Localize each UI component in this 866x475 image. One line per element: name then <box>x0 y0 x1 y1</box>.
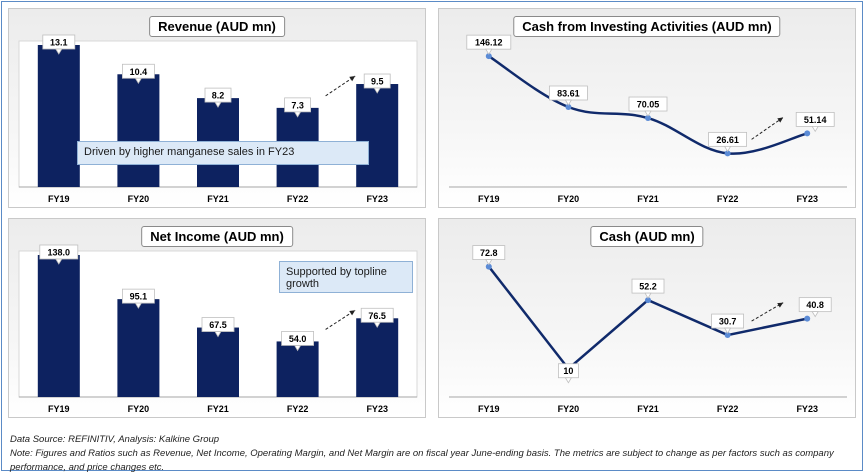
bar-fy23 <box>356 84 399 187</box>
data-label-text: 13.1 <box>50 38 68 48</box>
data-label-text: 10.4 <box>130 67 148 77</box>
x-tick-label: FY22 <box>717 404 739 414</box>
data-label-text: 83.61 <box>557 88 580 98</box>
data-point-fy19 <box>485 263 492 270</box>
x-tick-label: FY23 <box>796 194 818 204</box>
x-tick-label: FY22 <box>717 194 739 204</box>
bar-fy20 <box>117 74 160 187</box>
data-label-text: 51.14 <box>804 115 827 125</box>
data-label-text: 67.5 <box>209 320 227 330</box>
x-tick-label: FY19 <box>478 194 500 204</box>
x-tick-label: FY23 <box>796 404 818 414</box>
data-point-fy23 <box>804 315 811 322</box>
bar-fy21 <box>197 327 239 397</box>
bar-fy23 <box>356 318 399 397</box>
data-label: 9.5 <box>363 73 391 94</box>
footer: Data Source: REFINITIV, Analysis: Kalkin… <box>10 433 860 475</box>
x-tick-label: FY21 <box>637 404 659 414</box>
data-label: 26.61 <box>708 131 748 153</box>
data-point-fy19 <box>485 53 492 60</box>
x-tick-label: FY20 <box>558 194 580 204</box>
x-tick-label: FY20 <box>128 194 150 204</box>
trend-arrow-icon <box>751 116 784 140</box>
cash-chart-title: Cash (AUD mn) <box>590 226 704 247</box>
cash-chart-panel: FY19 FY20 FY21 FY22 FY23 72.8 10 52.2 30.7 40.8 C… <box>438 218 856 418</box>
x-tick-label: FY20 <box>128 404 150 414</box>
revenue-callout: Driven by higher manganese sales in FY23 <box>77 141 369 165</box>
data-label-text: 52.2 <box>639 282 657 292</box>
x-tick-label: FY22 <box>287 194 309 204</box>
trend-arrow-icon <box>325 309 356 330</box>
x-tick-label: FY21 <box>207 404 229 414</box>
data-label: 70.05 <box>628 96 668 117</box>
data-label-text: 26.61 <box>716 135 739 145</box>
data-point-fy20 <box>565 103 572 110</box>
bar-fy19 <box>37 45 80 187</box>
net-income-chart-title: Net Income (AUD mn) <box>141 226 293 247</box>
x-tick-label: FY19 <box>48 194 70 204</box>
data-label: 30.7 <box>711 313 745 334</box>
trend-arrow-icon <box>751 302 784 322</box>
net-income-callout: Supported by topline growth <box>279 261 413 293</box>
revenue-chart: FY19 FY20 FY21 FY22 FY23 13.1 10.4 8.2 7.3 9.5 <box>18 34 418 204</box>
data-label-text: 95.1 <box>130 292 148 302</box>
data-point-fy22 <box>724 332 731 339</box>
data-label-text: 9.5 <box>371 77 384 87</box>
data-label: 138.0 <box>39 244 79 265</box>
bar-fy20 <box>117 299 160 397</box>
x-tick-label: FY21 <box>207 194 229 204</box>
data-label: 51.14 <box>795 112 835 133</box>
data-label: 83.61 <box>549 85 588 106</box>
data-source-note: Data Source: REFINITIV, Analysis: Kalkin… <box>10 434 220 445</box>
data-label-text: 8.2 <box>212 91 225 101</box>
data-label-text: 138.0 <box>48 248 71 258</box>
data-label: 8.2 <box>204 87 232 108</box>
net-income-chart: FY19 FY20 FY21 FY22 FY23 138.0 95.1 67.5 54.0 76.… <box>18 244 418 414</box>
x-tick-label: FY23 <box>366 404 388 414</box>
data-label: 7.3 <box>284 97 312 118</box>
data-label-text: 72.8 <box>480 248 498 258</box>
revenue-chart-panel: FY19 FY20 FY21 FY22 FY23 13.1 10.4 8.2 7.3 9.5 Re… <box>8 8 426 208</box>
data-label-text: 70.05 <box>637 100 660 110</box>
data-label-text: 76.5 <box>368 311 386 321</box>
cash-investing-chart: FY19 FY20 FY21 FY22 FY23 146.12 83.61 70.05 26.6… <box>449 34 847 204</box>
cash-investing-chart-title: Cash from Investing Activities (AUD mn) <box>513 16 781 37</box>
data-label: 95.1 <box>122 288 155 309</box>
cash-investing-chart-panel: FY19 FY20 FY21 FY22 FY23 146.12 83.61 70.05 26.6… <box>438 8 856 208</box>
data-label-text: 40.8 <box>806 300 824 310</box>
x-tick-label: FY23 <box>366 194 388 204</box>
x-tick-label: FY22 <box>287 404 309 414</box>
data-label: 52.2 <box>631 278 665 299</box>
data-label: 10.4 <box>122 63 155 85</box>
data-label: 10 <box>558 363 579 384</box>
x-tick-label: FY19 <box>478 404 500 414</box>
x-tick-label: FY20 <box>558 404 580 414</box>
data-label: 40.8 <box>798 297 832 318</box>
data-label: 13.1 <box>42 34 76 55</box>
data-label-text: 30.7 <box>719 317 737 327</box>
data-label-text: 146.12 <box>475 38 503 48</box>
revenue-chart-title: Revenue (AUD mn) <box>149 16 285 37</box>
data-label-text: 10 <box>563 366 573 376</box>
x-tick-label: FY19 <box>48 404 70 414</box>
cash-chart: FY19 FY20 FY21 FY22 FY23 72.8 10 52.2 30.7 40.8 <box>449 245 847 414</box>
trend-arrow-icon <box>325 75 356 97</box>
methodology-note: Note: Figures and Ratios such as Revenue… <box>10 448 834 473</box>
data-label: 76.5 <box>360 307 394 329</box>
data-label: 67.5 <box>201 317 235 338</box>
bar-fy19 <box>37 255 80 397</box>
data-point-fy22 <box>724 150 731 157</box>
net-income-chart-panel: FY19 FY20 FY21 FY22 FY23 138.0 95.1 67.5 54.0 76.… <box>8 218 426 418</box>
x-tick-label: FY21 <box>637 194 659 204</box>
data-label: 146.12 <box>466 34 512 55</box>
data-label: 72.8 <box>472 245 506 266</box>
data-label-text: 7.3 <box>291 100 304 110</box>
data-label: 54.0 <box>281 331 315 352</box>
data-label-text: 54.0 <box>289 334 307 344</box>
data-point-fy21 <box>645 297 651 304</box>
data-point-fy23 <box>804 130 811 137</box>
data-point-fy21 <box>645 115 651 122</box>
